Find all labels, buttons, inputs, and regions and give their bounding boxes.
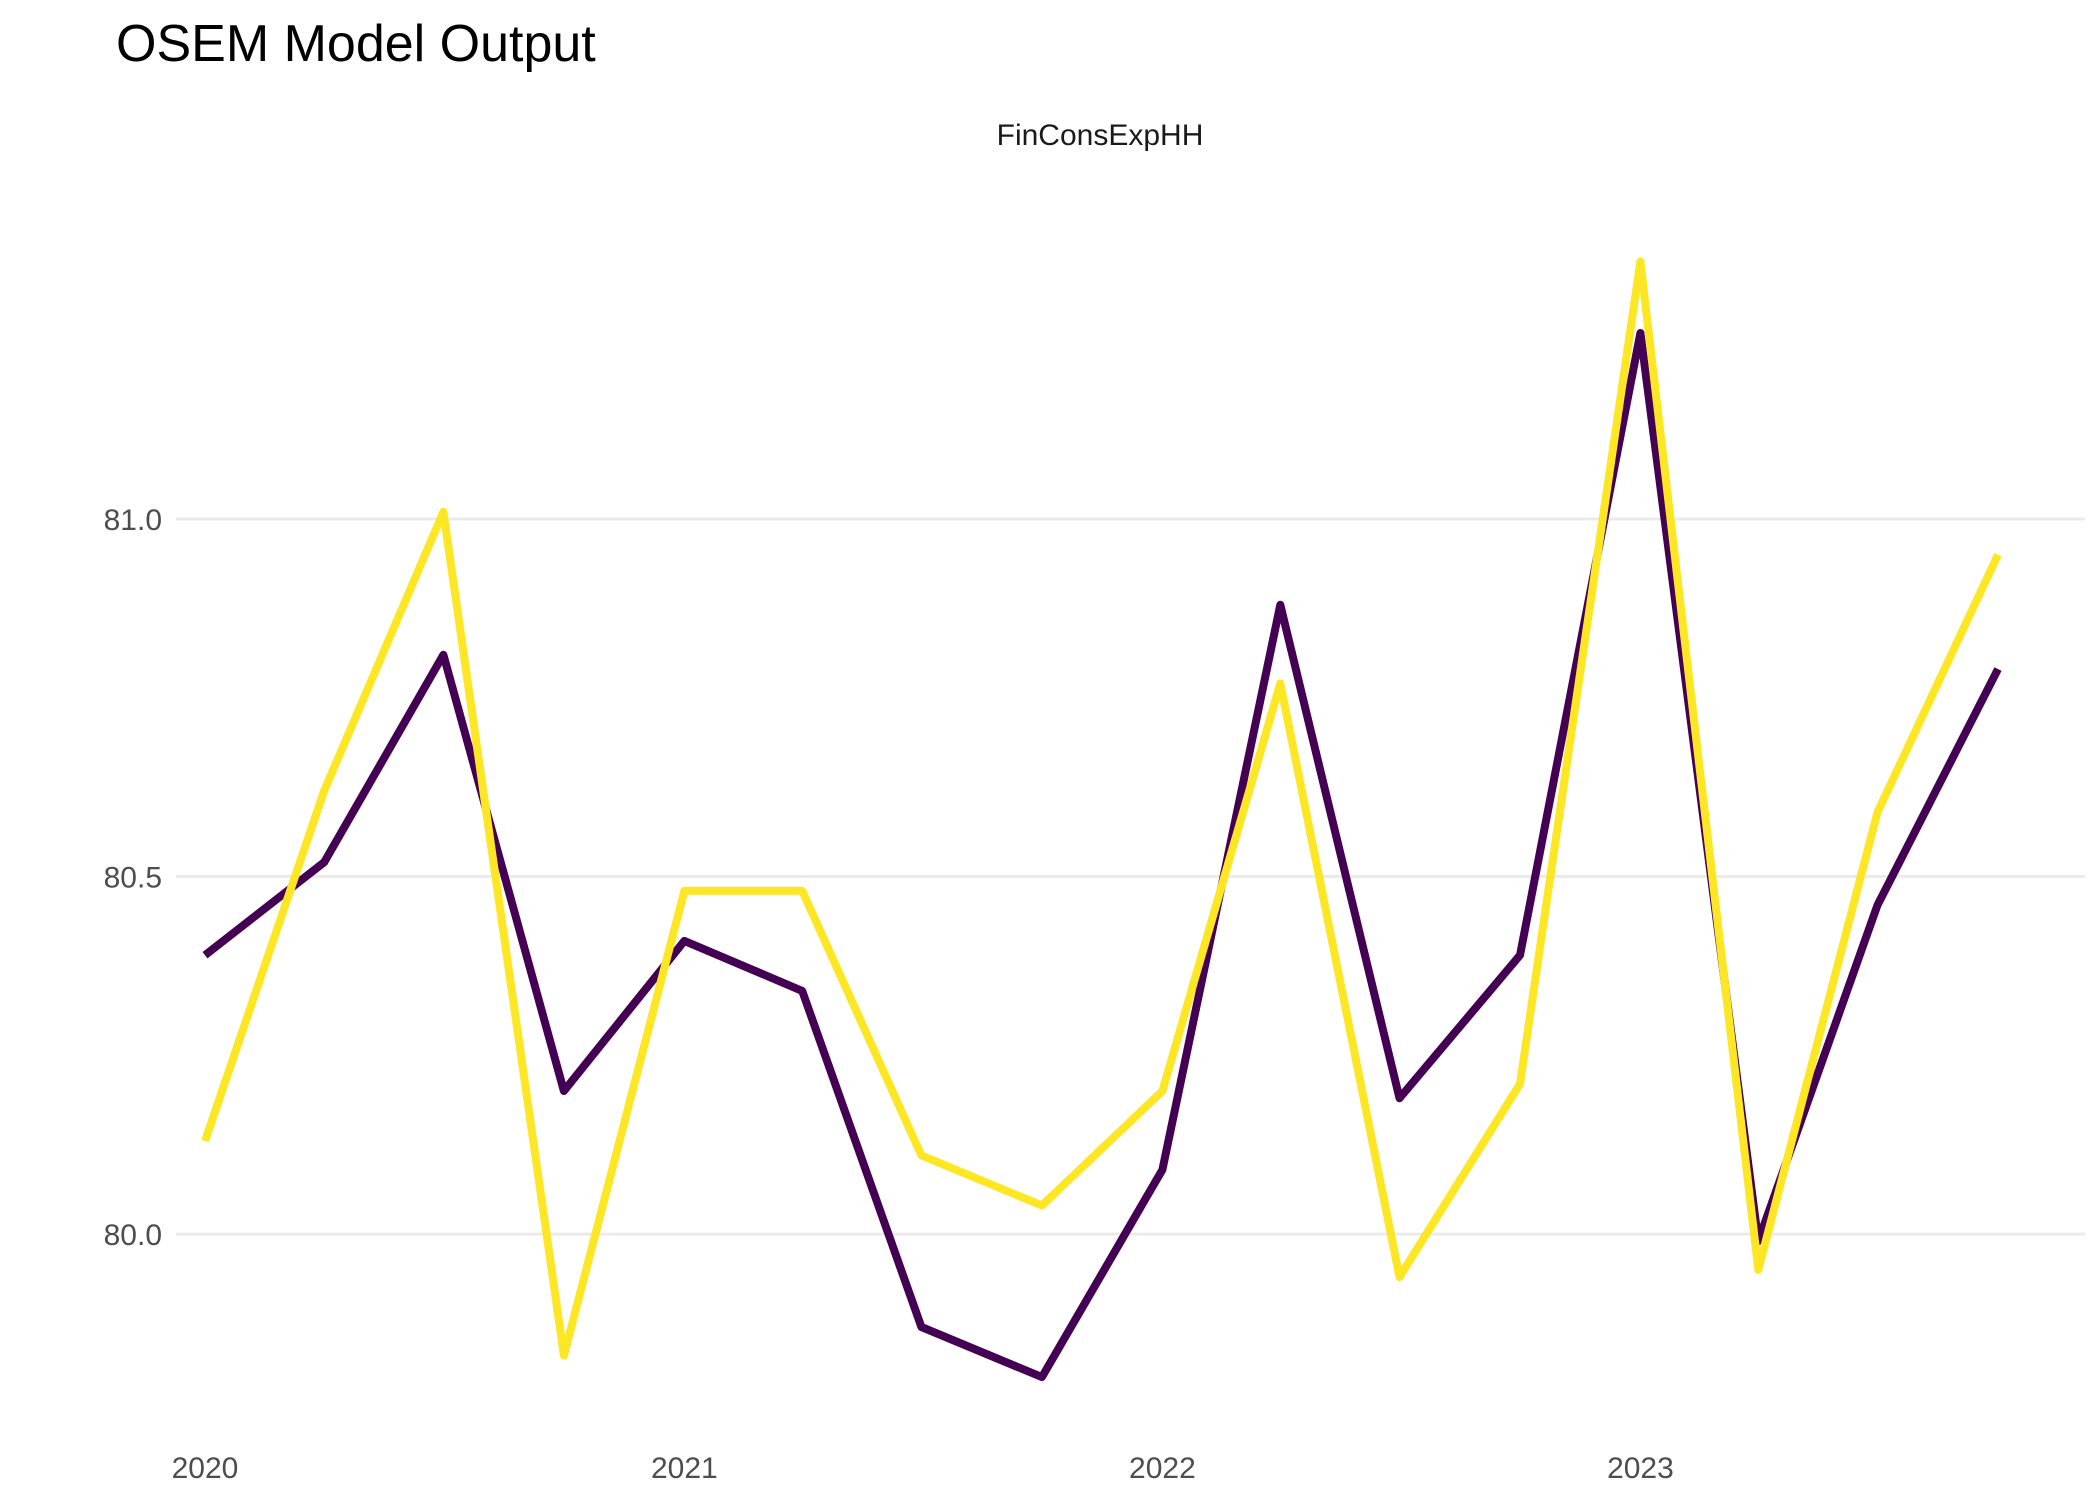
- x-tick-label: 2020: [172, 1452, 239, 1485]
- y-tick-label: 80.5: [104, 862, 162, 895]
- y-axis-tick-labels: 80.0 80.5 81.0: [104, 504, 162, 1252]
- series-line-2: [201, 257, 2002, 1360]
- x-tick-label: 2023: [1607, 1452, 1674, 1485]
- x-axis-tick-labels: 2020 2021 2022 2023: [172, 1452, 1674, 1485]
- panel-label: FinConsExpHH: [997, 119, 1204, 152]
- x-tick-label: 2021: [651, 1452, 718, 1485]
- series-lines: [201, 257, 2002, 1382]
- series-line-1: [202, 329, 2002, 1382]
- chart-title: OSEM Model Output: [116, 15, 596, 73]
- x-tick-label: 2022: [1129, 1452, 1196, 1485]
- y-tick-label: 80.0: [104, 1219, 162, 1252]
- y-tick-label: 81.0: [104, 504, 162, 537]
